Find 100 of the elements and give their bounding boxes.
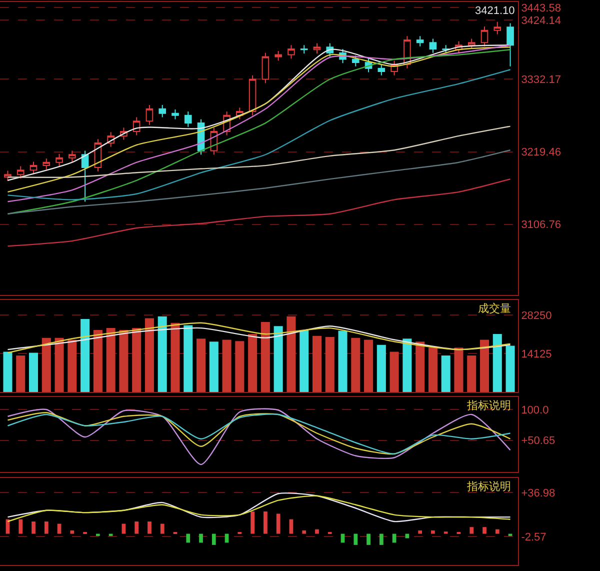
bar [122,524,126,534]
bar [492,334,502,392]
bar [376,344,386,392]
bar [70,530,74,534]
bar [428,348,438,392]
y-tick-label: 3219.46 [521,146,561,159]
y-tick-label: 100.0 [521,404,549,416]
candlestick [146,104,154,126]
line-series [7,126,511,178]
candlestick [300,44,308,54]
candlestick [378,64,386,76]
candlestick [172,109,179,120]
y-tick-label: 3106.76 [521,219,561,232]
y-tick-label: +50.65 [521,435,556,448]
bar [441,356,450,392]
chart-title: 成交量 [478,302,511,315]
bar [390,352,399,392]
candlestick [352,54,360,67]
line-series [7,150,511,214]
candlestick [68,150,76,162]
bar [351,338,360,392]
bar [482,527,486,534]
candlestick [56,153,63,167]
bar [467,356,476,392]
bar [54,338,64,392]
candlestick [30,161,38,174]
bar [106,328,116,392]
bar [28,352,38,392]
candlestick [42,158,50,170]
candlestick [262,52,270,84]
candlestick [506,22,514,67]
candlestick [494,21,502,35]
bar [418,530,422,534]
bar [222,340,232,392]
bar [312,336,322,392]
candlestick [81,150,89,202]
candlestick [288,44,295,60]
candlestick [16,166,24,179]
candlestick [313,42,321,54]
bar [144,318,154,392]
bar [184,325,193,392]
bar [338,330,348,392]
y-tick-label: -2.57 [521,531,546,544]
bar [160,524,164,534]
bar [209,342,218,392]
bar [158,316,167,392]
candlestick [429,38,437,54]
bar [93,330,102,392]
bar [431,530,435,534]
bar [57,524,62,534]
bar [132,328,142,392]
bar [379,534,384,545]
bar [170,322,180,392]
chart-title: 指标说明 [466,480,511,493]
bar [276,514,280,534]
candlestick [184,110,192,128]
bar [289,519,294,534]
bar [44,522,48,534]
bar [416,342,425,392]
candlestick [158,104,166,118]
bar [364,340,374,392]
y-tick-label: +36.98 [521,487,556,500]
bar [32,522,36,534]
bar [16,356,26,392]
bar [506,346,515,392]
line-series [7,178,511,247]
bar [454,348,464,392]
bar [119,330,128,392]
bar [18,519,23,534]
bar [480,340,490,392]
bar [302,530,306,534]
bar [250,511,254,534]
bar [495,529,500,534]
chart-title: 指标说明 [466,399,511,412]
y-tick-label: 3443.58 [521,2,561,14]
y-tick-label: 14125 [521,348,552,360]
bar [80,319,90,392]
bar [300,330,309,392]
bar [325,337,334,392]
y-tick-label: 3332.17 [521,74,561,86]
bar [286,316,296,392]
bar [42,338,51,392]
bar [212,534,216,545]
y-tick-label: 28250 [521,310,552,322]
line-series [7,69,511,200]
bar [402,338,412,392]
bar [186,534,190,543]
bar [148,522,152,534]
bar [260,322,270,392]
bar [199,534,203,543]
bar [354,534,358,545]
bar [274,326,283,392]
bar [3,352,12,392]
bar [68,340,77,392]
bar [264,511,268,534]
bar [366,534,370,545]
bar [470,527,474,534]
bar [235,341,244,392]
annotation: 3421.10 [475,5,515,17]
candlestick [274,50,282,62]
